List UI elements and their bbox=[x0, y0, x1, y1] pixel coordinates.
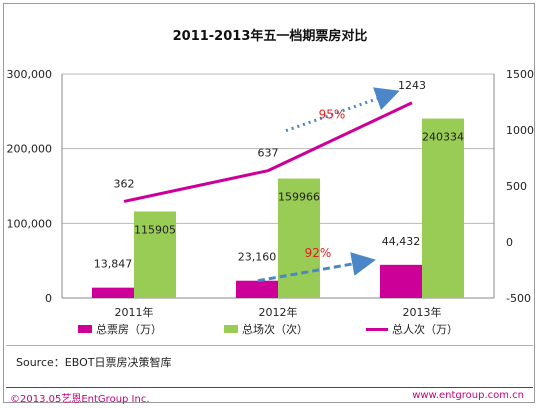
chart-title: 2011-2013年五一档期票房对比 bbox=[173, 28, 368, 44]
copyright: ©2013.05艺恩EntGroup Inc. bbox=[10, 394, 150, 405]
bar-screenings bbox=[134, 211, 176, 298]
source-note: Source：EBOT日票房决策智库 bbox=[16, 356, 172, 369]
data-label-screenings: 115905 bbox=[134, 223, 176, 236]
legend-swatch-box-office bbox=[78, 325, 92, 333]
y-right-tick-label: 1500 bbox=[506, 68, 534, 81]
growth-label-admissions: 95% bbox=[319, 108, 346, 122]
bars bbox=[92, 118, 464, 298]
y-right-tick-label: 0 bbox=[506, 236, 513, 249]
data-label-box-office: 13,847 bbox=[94, 258, 133, 271]
legend-item-admissions: 总人次（万） bbox=[366, 321, 458, 337]
line-admissions bbox=[123, 101, 413, 203]
x-tick-label: 2013年 bbox=[403, 305, 442, 319]
growth-label-box-office: 92% bbox=[305, 246, 332, 260]
growth-arrow-admissions bbox=[285, 87, 400, 133]
data-label-admissions: 1243 bbox=[398, 79, 426, 92]
y-left-tick-label: 100,000 bbox=[7, 217, 53, 230]
y-right-tick-label: 1000 bbox=[506, 124, 534, 137]
bar-box-office bbox=[380, 264, 422, 298]
legend-swatch-screenings bbox=[224, 325, 238, 333]
legend-swatch-admissions bbox=[366, 327, 388, 331]
bar-screenings bbox=[422, 118, 464, 298]
legend-item-screenings: 总场次（次） bbox=[224, 321, 308, 337]
footer-divider bbox=[6, 387, 533, 388]
y-left-tick-label: 300,000 bbox=[7, 68, 53, 81]
data-label-screenings: 159966 bbox=[278, 191, 320, 204]
bar-box-office bbox=[236, 280, 278, 298]
growth-arrow-box-office bbox=[257, 252, 376, 283]
data-label-admissions: 637 bbox=[258, 147, 279, 160]
legend-label-admissions: 总人次（万） bbox=[392, 323, 458, 336]
data-labels: 13,847 115905 23,160 159966 44,432 240334 362 6… bbox=[94, 79, 464, 271]
annotations: 95% 92% bbox=[257, 87, 400, 283]
y-right-tick-label: -500 bbox=[506, 292, 531, 305]
data-label-box-office: 23,160 bbox=[238, 251, 277, 264]
bar-screenings bbox=[278, 178, 320, 298]
data-label-box-office: 44,432 bbox=[382, 235, 421, 248]
x-tick-label: 2011年 bbox=[115, 305, 154, 319]
website-url: www.entgroup.com.cn bbox=[412, 390, 524, 401]
line-series bbox=[123, 101, 413, 203]
chart-frame bbox=[3, 3, 535, 403]
legend-label-box-office: 总票房（万） bbox=[96, 323, 162, 336]
data-label-admissions: 362 bbox=[114, 177, 135, 190]
axes: 0 100,000 200,000 300,000 -500 0 500 1000 1500 20… bbox=[7, 68, 535, 319]
y-left-tick-label: 200,000 bbox=[7, 143, 53, 156]
divider bbox=[6, 345, 533, 346]
legend-label-screenings: 总场次（次） bbox=[242, 323, 308, 336]
data-label-screenings: 240334 bbox=[422, 131, 464, 144]
legend-item-box-office: 总票房（万） bbox=[78, 321, 162, 337]
x-tick-label: 2012年 bbox=[259, 305, 298, 319]
bar-box-office bbox=[92, 287, 134, 298]
y-right-tick-label: 500 bbox=[506, 180, 527, 193]
y-left-tick-label: 0 bbox=[45, 292, 52, 305]
